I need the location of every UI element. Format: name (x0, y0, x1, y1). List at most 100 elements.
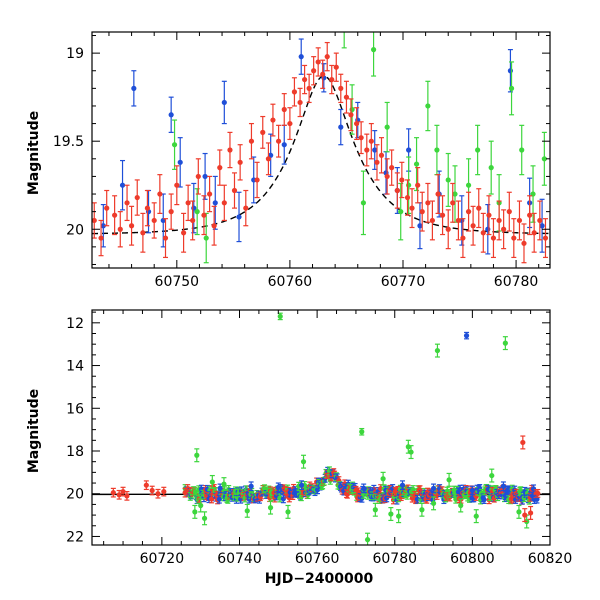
data-point-red (211, 205, 217, 246)
data-point-blue (119, 159, 126, 211)
top-y-axis-label: Magnitude (26, 111, 42, 195)
data-point-red (134, 179, 140, 216)
data-point (542, 235, 549, 241)
data-point-red (324, 41, 330, 72)
data-point (490, 235, 497, 241)
data-point-red (217, 149, 223, 186)
data-point-red (527, 505, 534, 520)
data-point (429, 217, 435, 224)
data-point (209, 479, 215, 485)
data-point (349, 106, 355, 113)
data-point (531, 230, 537, 236)
data-point-red (501, 209, 507, 250)
data-point (300, 459, 307, 465)
data-point-red (384, 158, 390, 195)
data-point-red (320, 59, 326, 89)
data-point (201, 212, 207, 218)
data-point-red (128, 205, 135, 246)
data-point (374, 159, 380, 165)
data-point-blue (399, 480, 406, 491)
data-point (298, 482, 305, 488)
data-point (485, 226, 491, 232)
data-point-red (531, 212, 537, 253)
plot-frame (91, 309, 551, 546)
data-point (480, 230, 486, 236)
data-point-blue (248, 481, 254, 492)
data-point-blue (212, 175, 218, 230)
data-point (209, 496, 215, 502)
data-point (182, 490, 188, 496)
data-point-red (275, 124, 282, 158)
data-point-blue (202, 152, 208, 200)
plot-frame (91, 31, 551, 269)
data-point (112, 212, 118, 218)
data-point (134, 194, 140, 201)
data-point-red (207, 175, 213, 213)
data-point (98, 235, 104, 241)
data-point-red (378, 137, 385, 174)
data-point (434, 347, 441, 354)
data-point (324, 54, 330, 60)
data-point (537, 217, 543, 224)
data-point (201, 515, 208, 521)
data-point (124, 493, 130, 499)
data-point (231, 187, 238, 194)
data-point-green (516, 504, 522, 519)
data-point-red (439, 195, 446, 236)
data-point-red (195, 158, 201, 195)
data-point (298, 494, 304, 500)
data-point (315, 59, 321, 65)
data-point (445, 226, 451, 232)
data-point-red (522, 508, 528, 523)
data-point (124, 200, 130, 206)
data-point (104, 205, 110, 211)
data-point-red (265, 142, 272, 176)
data-point (177, 159, 183, 165)
data-point (149, 487, 155, 494)
data-point (398, 209, 404, 215)
x-tick-label: 60820 (528, 551, 573, 567)
data-point (380, 476, 386, 482)
data-point (408, 449, 414, 455)
data-point-green (192, 504, 198, 519)
data-point (140, 230, 146, 236)
data-point (275, 138, 282, 144)
data-point (500, 483, 507, 489)
data-point-red (287, 107, 293, 141)
data-point-red (174, 165, 180, 206)
data-point (469, 487, 475, 494)
data-point (455, 217, 461, 224)
data-point-green (364, 532, 371, 545)
data-point (361, 485, 367, 491)
data-point (227, 147, 233, 153)
data-point (508, 85, 515, 91)
data-point (243, 205, 249, 211)
data-point-green (488, 140, 494, 195)
data-point (119, 182, 126, 188)
plot-area (92, 312, 550, 545)
data-point-red (117, 211, 123, 248)
data-point (417, 223, 423, 229)
data-point (535, 490, 541, 497)
data-point-blue (298, 480, 305, 491)
data-point-red (185, 184, 191, 222)
data-point (194, 452, 200, 458)
data-point (100, 223, 106, 229)
data-point (364, 537, 371, 543)
data-point (511, 235, 517, 241)
data-point-green (203, 212, 209, 264)
data-point-red (112, 195, 118, 236)
data-point-green (458, 498, 464, 513)
data-point-red (254, 161, 260, 199)
data-point-green (519, 124, 525, 176)
data-point-red (429, 200, 435, 241)
data-point (236, 214, 242, 220)
data-point-red (343, 80, 350, 114)
data-point-red (140, 212, 146, 253)
data-point (203, 235, 209, 241)
data-point (348, 112, 354, 118)
data-point (128, 223, 135, 229)
data-point-red (425, 182, 431, 223)
data-point-green (359, 427, 365, 436)
data-point-red (399, 161, 405, 199)
